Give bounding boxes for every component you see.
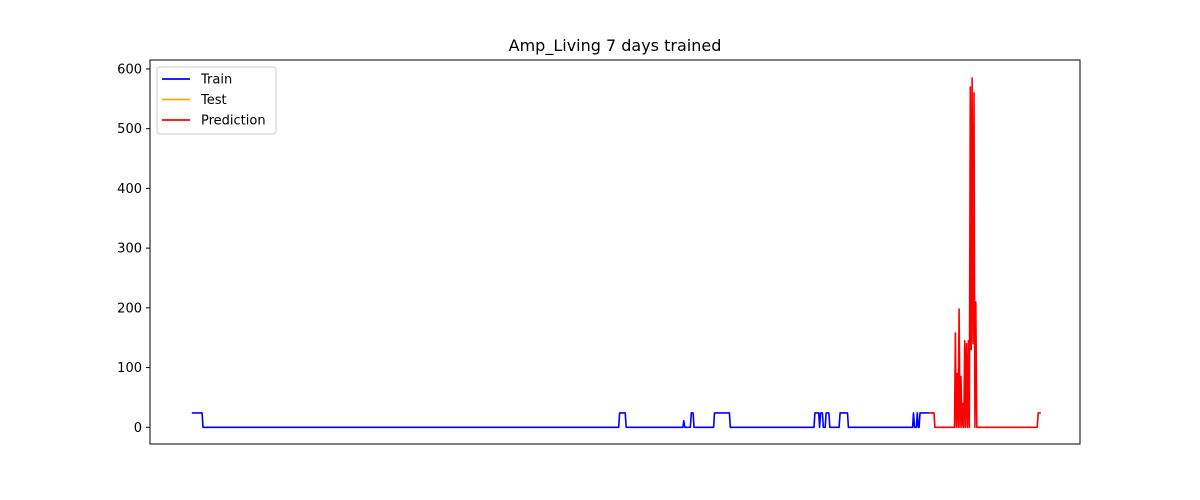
chart-title: Amp_Living 7 days trained — [509, 36, 722, 56]
series-line-prediction — [929, 77, 1041, 429]
y-axis: 0 100 200 300 400 500 600 — [117, 62, 150, 436]
series-line-train — [191, 412, 930, 429]
y-tick-label: 200 — [117, 301, 142, 316]
legend-box — [156, 66, 277, 135]
y-tick-label: 100 — [117, 361, 142, 376]
y-tick-label: 600 — [117, 62, 142, 77]
legend-label-prediction: Prediction — [201, 114, 266, 129]
legend-label-test: Test — [200, 93, 227, 108]
y-tick-label: 0 — [134, 421, 142, 436]
plot-area — [191, 77, 1041, 429]
y-tick-label: 400 — [117, 182, 142, 197]
legend: Train Test Prediction — [156, 66, 277, 135]
y-tick-label: 300 — [117, 242, 142, 257]
axes-frame — [149, 59, 1081, 445]
legend-label-train: Train — [200, 73, 232, 88]
y-tick-label: 500 — [117, 122, 142, 137]
